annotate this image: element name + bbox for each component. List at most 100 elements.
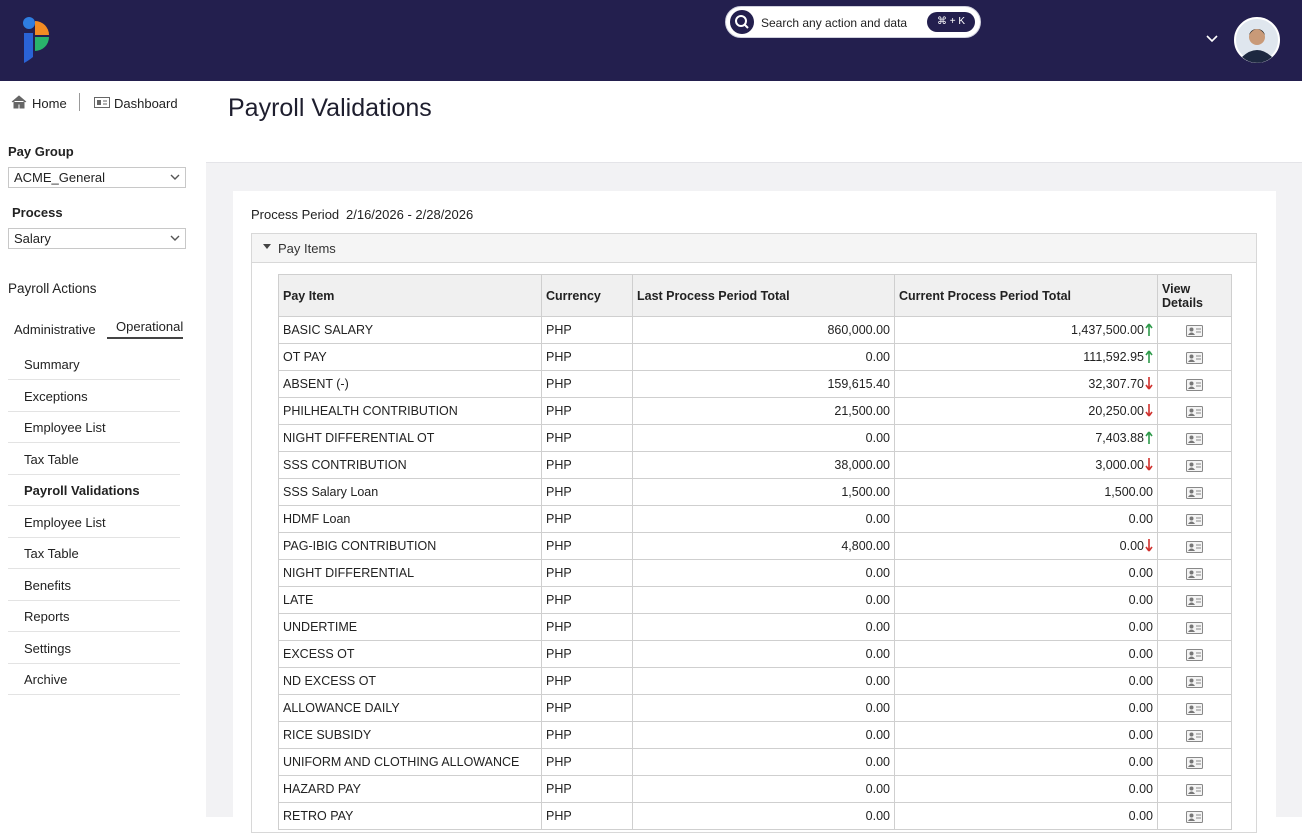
view-details-icon[interactable] [1186, 351, 1203, 364]
view-details-icon[interactable] [1186, 486, 1203, 499]
user-menu-chevron[interactable] [1205, 34, 1219, 44]
pay-item: PAG-IBIG CONTRIBUTION [278, 532, 542, 560]
payroll-actions-label: Payroll Actions [8, 281, 97, 296]
view-details-icon[interactable] [1186, 459, 1203, 472]
last-period-total: 0.00 [632, 748, 895, 776]
view-details-cell [1157, 451, 1232, 479]
current-period-cell: 1,500.00 [894, 478, 1158, 506]
search-box[interactable]: Search any action and data ⌘ + K [725, 6, 981, 38]
table-row: ALLOWANCE DAILY PHP 0.00 0.00 [278, 694, 1232, 722]
logo[interactable] [20, 15, 58, 65]
menu-item[interactable]: Summary [8, 349, 180, 380]
view-details-icon[interactable] [1186, 567, 1203, 580]
menu-item[interactable]: Tax Table [8, 538, 180, 569]
current-period-cell: 0.00 [894, 613, 1158, 641]
currency: PHP [541, 505, 633, 533]
currency: PHP [541, 775, 633, 803]
view-details-icon[interactable] [1186, 648, 1203, 661]
current-period-total: 32,307.70 [1088, 377, 1144, 391]
view-details-icon[interactable] [1186, 810, 1203, 823]
current-period-total: 0.00 [1128, 809, 1153, 823]
currency: PHP [541, 613, 633, 641]
view-details-cell [1157, 478, 1232, 506]
current-period-total: 0.00 [1128, 566, 1153, 580]
menu-item[interactable]: Employee List [8, 507, 180, 538]
menu-item[interactable]: Archive [8, 664, 180, 695]
menu-label: Employee List [24, 420, 106, 435]
current-period-total: 1,500.00 [1104, 485, 1153, 499]
process-select[interactable]: Salary [8, 228, 186, 249]
menu-item[interactable]: Benefits [8, 570, 180, 601]
tab[interactable]: Administrative [14, 322, 96, 337]
pay-item: SSS Salary Loan [278, 478, 542, 506]
view-details-cell [1157, 775, 1232, 803]
menu-item[interactable]: Settings [8, 633, 180, 664]
view-details-cell [1157, 694, 1232, 722]
view-details-icon[interactable] [1186, 405, 1203, 418]
breadcrumb-dashboard[interactable]: Dashboard [114, 96, 178, 111]
view-details-cell [1157, 586, 1232, 614]
view-details-icon[interactable] [1186, 729, 1203, 742]
table-row: ABSENT (-) PHP 159,615.40 32,307.70 [278, 370, 1232, 398]
table-row: OT PAY PHP 0.00 111,592.95 [278, 343, 1232, 371]
breadcrumb-home[interactable]: Home [32, 96, 67, 111]
view-details-icon[interactable] [1186, 621, 1203, 634]
avatar[interactable] [1234, 17, 1280, 63]
panel-header[interactable]: Pay Items [252, 234, 1256, 263]
table-row: SSS Salary Loan PHP 1,500.00 1,500.00 [278, 478, 1232, 506]
current-period-cell: 0.00 [894, 640, 1158, 668]
menu-item[interactable]: Reports [8, 601, 180, 632]
pay-group-select[interactable]: ACME_General [8, 167, 186, 188]
menu-label: Archive [24, 672, 68, 687]
menu-item[interactable]: Exceptions [8, 381, 180, 412]
view-details-icon[interactable] [1186, 540, 1203, 553]
view-details-cell [1157, 532, 1232, 560]
view-details-icon[interactable] [1186, 594, 1203, 607]
trend-up-arrow [1145, 350, 1153, 363]
trend-up-arrow [1145, 431, 1153, 444]
menu-item[interactable]: Employee List [8, 412, 180, 443]
view-details-icon[interactable] [1186, 513, 1203, 526]
view-details-cell [1157, 397, 1232, 425]
currency: PHP [541, 748, 633, 776]
last-period-total: 0.00 [632, 613, 895, 641]
trend-down-arrow [1145, 539, 1153, 552]
view-details-cell [1157, 559, 1232, 587]
last-period-total: 0.00 [632, 775, 895, 803]
current-period-total: 20,250.00 [1088, 404, 1144, 418]
tab[interactable]: Operational [116, 319, 184, 334]
table-row: NIGHT DIFFERENTIAL OT PHP 0.00 7,403.88 [278, 424, 1232, 452]
menu-item[interactable]: Payroll Validations [8, 475, 180, 506]
table-row: RICE SUBSIDY PHP 0.00 0.00 [278, 721, 1232, 749]
current-period-cell: 0.00 [894, 559, 1158, 587]
pay-item: SSS CONTRIBUTION [278, 451, 542, 479]
view-details-cell [1157, 613, 1232, 641]
current-period-total: 3,000.00 [1095, 458, 1144, 472]
currency: PHP [541, 694, 633, 722]
view-details-icon[interactable] [1186, 378, 1203, 391]
table-row: LATE PHP 0.00 0.00 [278, 586, 1232, 614]
view-details-icon[interactable] [1186, 756, 1203, 769]
view-details-icon[interactable] [1186, 702, 1203, 715]
pay-item: ALLOWANCE DAILY [278, 694, 542, 722]
last-period-total: 1,500.00 [632, 478, 895, 506]
menu-item[interactable]: Tax Table [8, 444, 180, 475]
search-icon [730, 10, 754, 34]
last-period-total: 0.00 [632, 640, 895, 668]
view-details-icon[interactable] [1186, 324, 1203, 337]
menu-label: Tax Table [24, 546, 79, 561]
process-period-label: Process Period [251, 207, 340, 222]
currency: PHP [541, 397, 633, 425]
view-details-cell [1157, 505, 1232, 533]
view-details-icon[interactable] [1186, 432, 1203, 445]
table-row: HDMF Loan PHP 0.00 0.00 [278, 505, 1232, 533]
menu-label: Tax Table [24, 451, 79, 467]
table-row: PAG-IBIG CONTRIBUTION PHP 4,800.00 0.00 [278, 532, 1232, 560]
sidebar: Home Dashboard Pay Group ACME_General Pr… [0, 81, 206, 816]
view-details-icon[interactable] [1186, 675, 1203, 688]
last-period-total: 860,000.00 [632, 316, 895, 344]
view-details-icon[interactable] [1186, 783, 1203, 796]
current-period-total: 0.00 [1128, 701, 1153, 715]
top-bar: Search any action and data ⌘ + K [0, 0, 1302, 81]
